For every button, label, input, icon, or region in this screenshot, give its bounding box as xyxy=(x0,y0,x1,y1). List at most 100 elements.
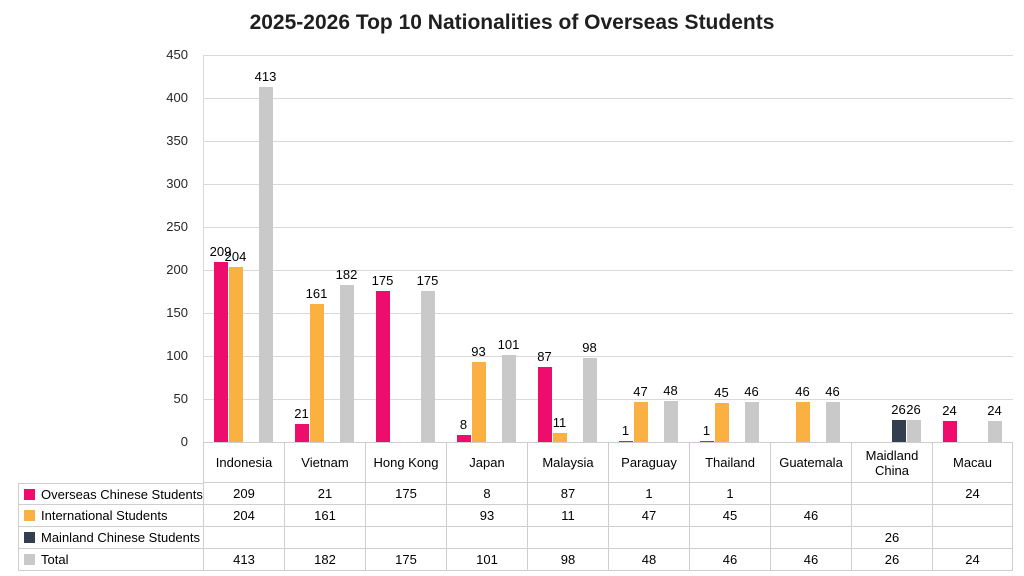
bar-overseas-chinese-students xyxy=(456,435,471,442)
table-category-header: Maidland China xyxy=(851,443,932,482)
bar-total xyxy=(582,358,597,442)
series-name-label: Total xyxy=(41,552,69,567)
y-axis-tick-label: 100 xyxy=(166,348,188,363)
table-row-overseas-chinese-students: Overseas Chinese Students 209 21 175 8 87 1 1 24 xyxy=(18,483,1013,505)
bar-international-students xyxy=(309,304,324,442)
table-value-cell: 46 xyxy=(770,505,851,526)
bar-value-label: 98 xyxy=(582,340,597,355)
plot-gridline xyxy=(203,356,1013,357)
table-value-cell xyxy=(608,527,689,548)
table-value-cell: 204 xyxy=(203,505,284,526)
series-label-cell: Overseas Chinese Students xyxy=(18,483,203,504)
bar-total xyxy=(744,402,759,442)
bar-international-students xyxy=(795,402,810,442)
table-value-cell: 26 xyxy=(851,549,932,570)
table-value-cell xyxy=(932,527,1013,548)
table-value-cell: 46 xyxy=(770,549,851,570)
bar-total xyxy=(420,291,435,442)
bar-value-label: 175 xyxy=(416,273,439,288)
table-value-cell xyxy=(446,527,527,548)
table-value-cell xyxy=(770,483,851,504)
table-value-cell: 161 xyxy=(284,505,365,526)
bar-overseas-chinese-students xyxy=(375,291,390,442)
y-axis-tick-label: 200 xyxy=(166,262,188,277)
bar-value-label: 45 xyxy=(714,385,729,400)
bar-international-students xyxy=(471,362,486,442)
table-category-header: Paraguay xyxy=(608,443,689,482)
table-value-cell: 26 xyxy=(851,527,932,548)
table-value-cell: 48 xyxy=(608,549,689,570)
bar-total xyxy=(663,401,678,442)
bar-value-label: 21 xyxy=(294,406,309,421)
table-value-cell: 87 xyxy=(527,483,608,504)
bar-value-label: 48 xyxy=(663,383,678,398)
table-value-cell: 93 xyxy=(446,505,527,526)
table-value-cell xyxy=(284,527,365,548)
plot-gridline xyxy=(203,184,1013,185)
table-value-cell xyxy=(851,505,932,526)
y-axis-tick-label: 150 xyxy=(166,305,188,320)
table-category-header: Vietnam xyxy=(284,443,365,482)
series-label-cell: International Students xyxy=(18,505,203,526)
table-category-header: Hong Kong xyxy=(365,443,446,482)
y-axis-tick-label: 350 xyxy=(166,133,188,148)
series-name-label: International Students xyxy=(41,508,168,523)
table-value-cell xyxy=(527,527,608,548)
bar-total xyxy=(825,402,840,442)
bar-value-label: 101 xyxy=(497,337,520,352)
bar-value-label: 46 xyxy=(825,384,840,399)
series-name-label: Mainland Chinese Students xyxy=(41,530,200,545)
bar-total xyxy=(501,355,516,442)
y-axis-tick-label: 400 xyxy=(166,90,188,105)
table-value-cell: 1 xyxy=(689,483,770,504)
bar-overseas-chinese-students xyxy=(618,441,633,442)
plot-gridline xyxy=(203,399,1013,400)
bar-overseas-chinese-students xyxy=(537,367,552,442)
table-value-cell xyxy=(203,527,284,548)
bar-value-label: 11 xyxy=(552,415,567,430)
table-value-cell xyxy=(365,505,446,526)
y-axis-tick-label: 0 xyxy=(180,434,188,449)
table-value-cell: 21 xyxy=(284,483,365,504)
table-category-header: Malaysia xyxy=(527,443,608,482)
legend-swatch-overseas-chinese-students xyxy=(24,488,35,500)
table-value-cell xyxy=(851,483,932,504)
table-value-cell: 45 xyxy=(689,505,770,526)
table-value-cell xyxy=(770,527,851,548)
bar-international-students xyxy=(714,403,729,442)
table-value-cell xyxy=(365,527,446,548)
y-axis-tick-label: 50 xyxy=(173,391,188,406)
bar-value-label: 46 xyxy=(744,384,759,399)
table-value-cell: 175 xyxy=(365,483,446,504)
legend-swatch-total xyxy=(24,554,35,565)
bar-value-label: 1 xyxy=(702,423,711,438)
y-axis-line xyxy=(203,55,204,442)
legend-swatch-international-students xyxy=(24,510,35,521)
table-row-international-students: International Students 204 161 93 11 47 45 46 xyxy=(18,505,1013,527)
table-value-cell xyxy=(932,505,1013,526)
bar-total xyxy=(987,421,1002,442)
table-value-cell: 8 xyxy=(446,483,527,504)
bar-value-label: 46 xyxy=(795,384,810,399)
plot-gridline xyxy=(203,55,1013,56)
bar-overseas-chinese-students xyxy=(294,424,309,442)
bar-value-label: 204 xyxy=(224,249,247,264)
bar-value-label: 93 xyxy=(471,344,486,359)
bar-value-label: 175 xyxy=(371,273,394,288)
bar-mainland-chinese-students xyxy=(891,420,906,442)
table-value-cell: 413 xyxy=(203,549,284,570)
table-category-header: Japan xyxy=(446,443,527,482)
bar-total xyxy=(906,420,921,442)
bar-international-students xyxy=(552,433,567,442)
chart-title: 2025-2026 Top 10 Nationalities of Overse… xyxy=(249,11,775,34)
plot-gridline xyxy=(203,227,1013,228)
table-value-cell: 24 xyxy=(932,549,1013,570)
table-value-cell: 182 xyxy=(284,549,365,570)
bar-value-label: 47 xyxy=(633,384,648,399)
bar-total xyxy=(258,87,273,442)
table-value-cell: 101 xyxy=(446,549,527,570)
bar-value-label: 8 xyxy=(459,417,468,432)
bar-value-label: 26 xyxy=(891,402,906,417)
bar-total xyxy=(339,285,354,442)
y-axis-tick-label: 450 xyxy=(166,47,188,62)
